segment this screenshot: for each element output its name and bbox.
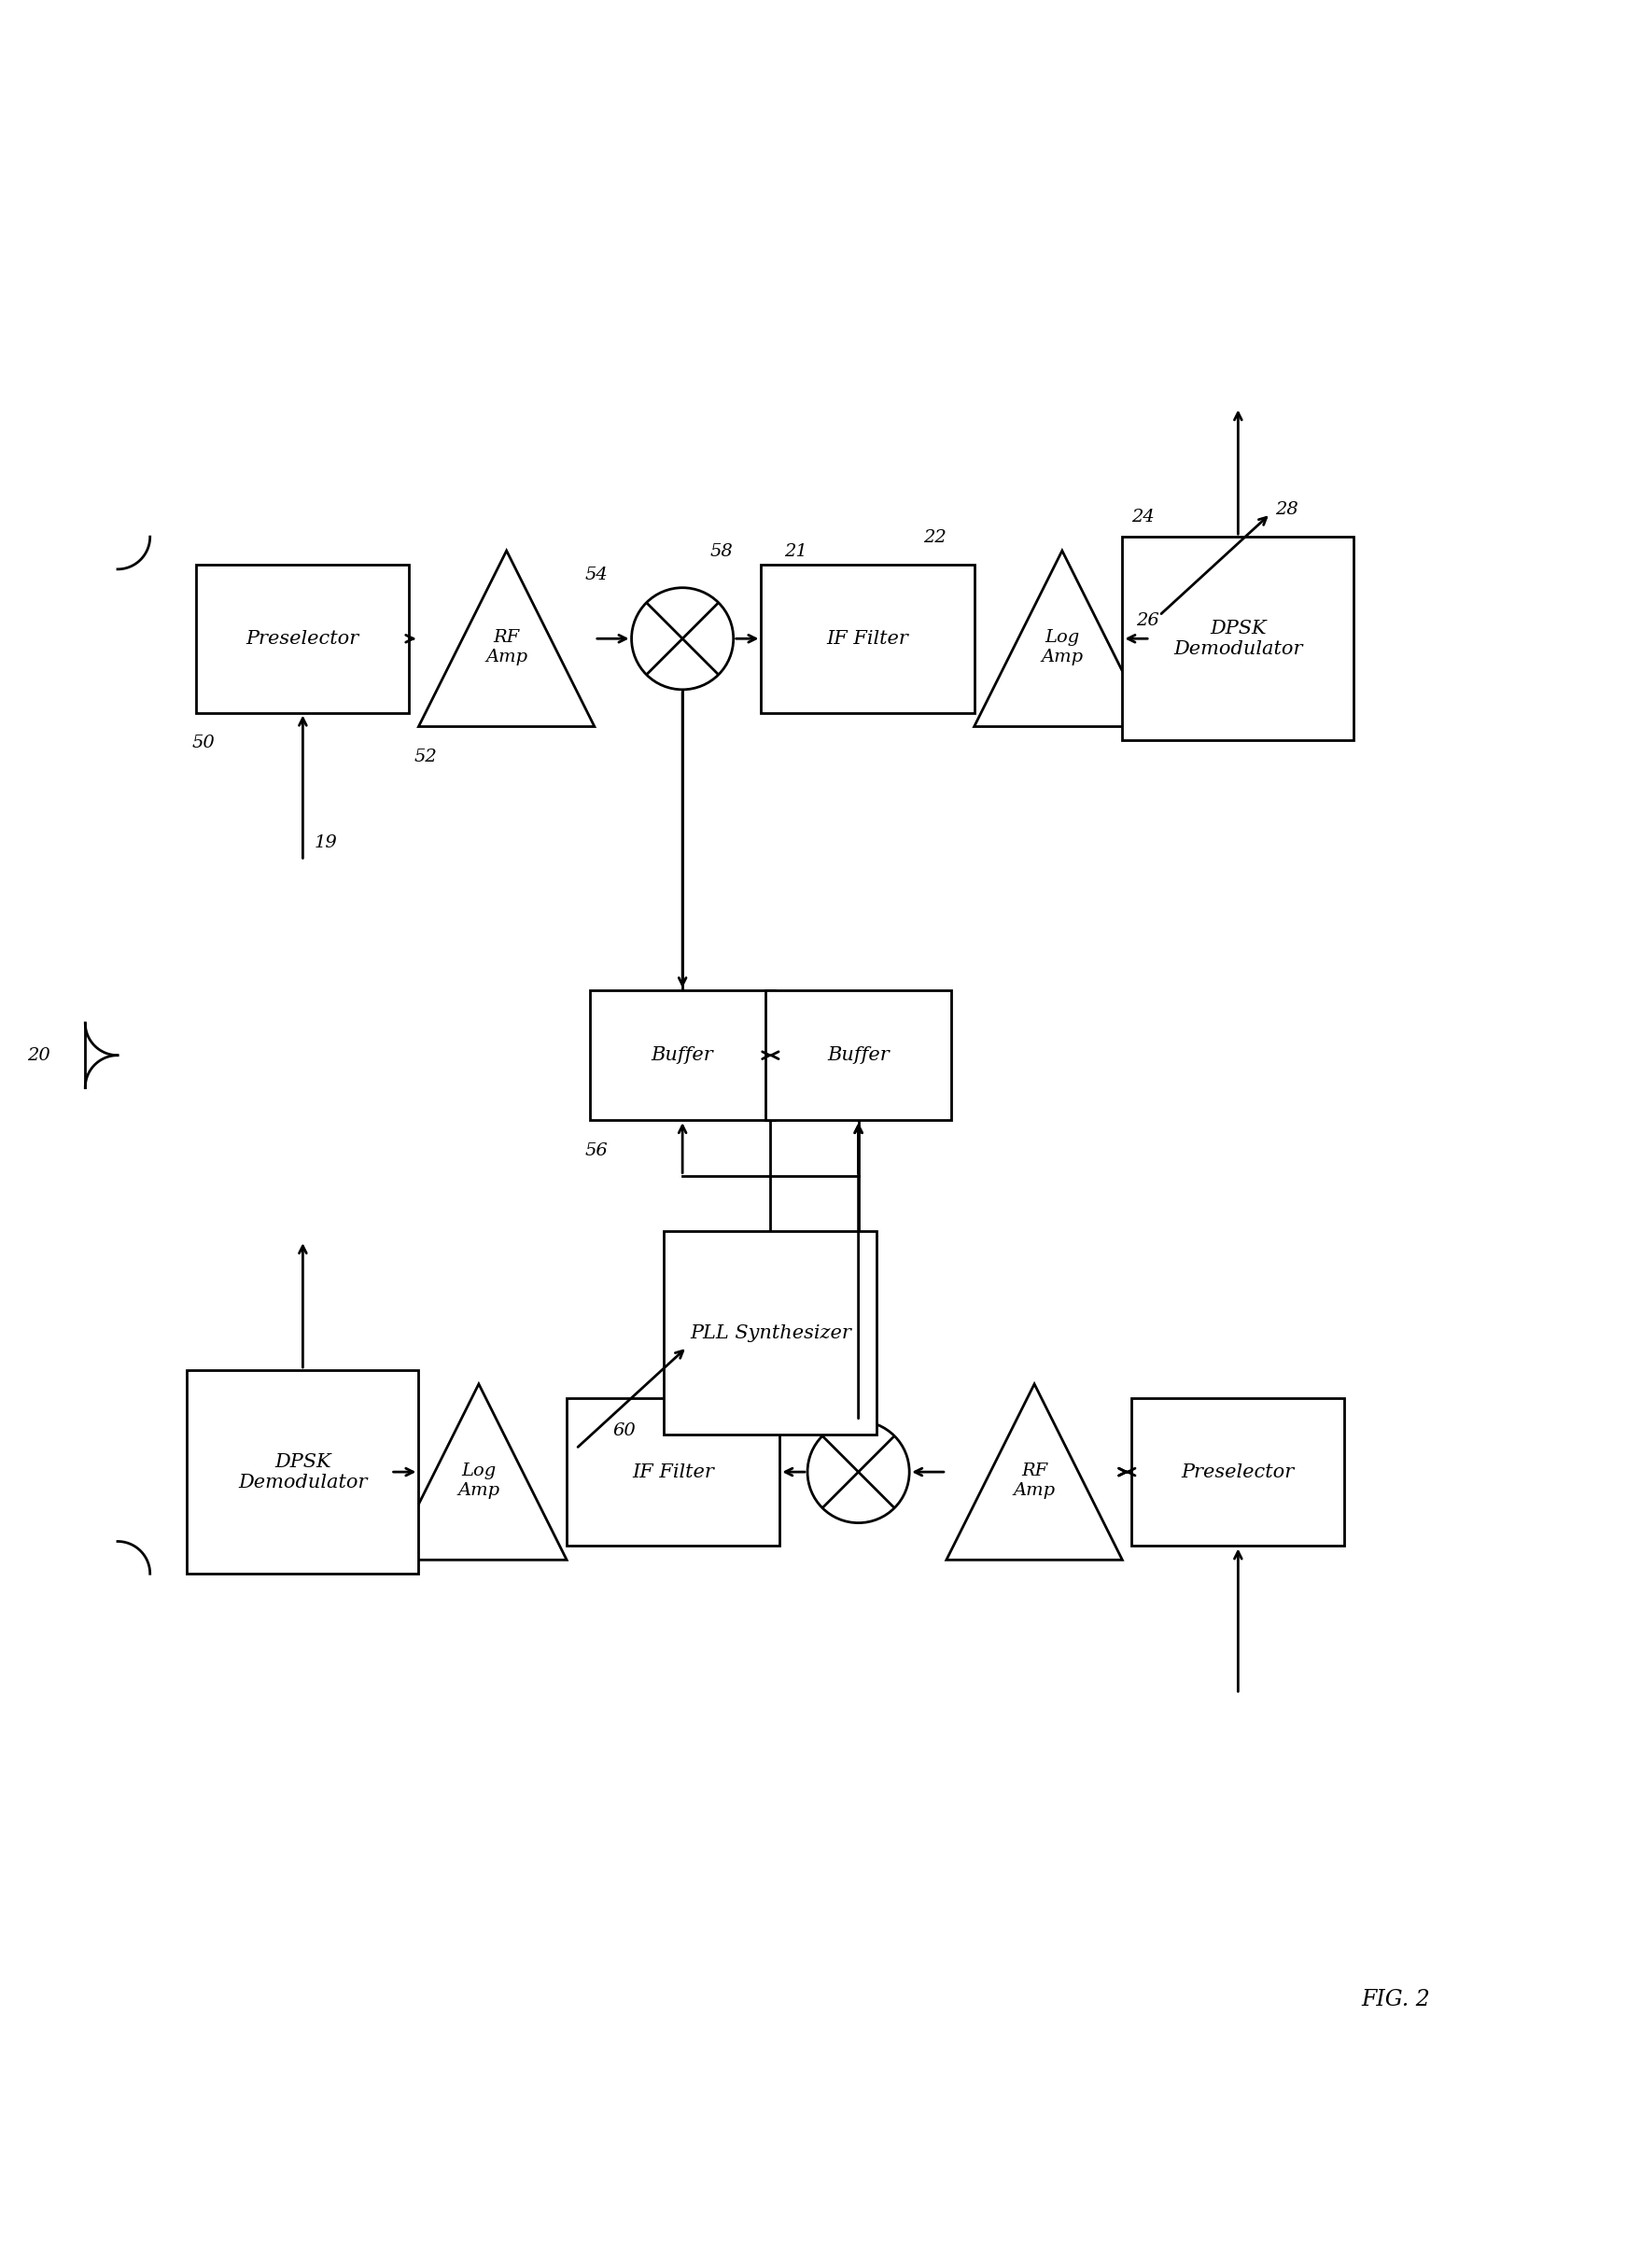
FancyBboxPatch shape xyxy=(187,1370,418,1574)
FancyBboxPatch shape xyxy=(1123,538,1354,739)
Text: FIG. 2: FIG. 2 xyxy=(1362,1989,1430,2009)
Polygon shape xyxy=(418,551,594,726)
Text: 60: 60 xyxy=(613,1422,636,1440)
FancyBboxPatch shape xyxy=(664,1232,877,1436)
Text: 21: 21 xyxy=(784,542,807,560)
Text: Buffer: Buffer xyxy=(651,1046,714,1064)
Text: 58: 58 xyxy=(711,542,734,560)
Polygon shape xyxy=(390,1383,566,1560)
Polygon shape xyxy=(975,551,1150,726)
FancyBboxPatch shape xyxy=(197,565,410,712)
Text: 26: 26 xyxy=(1136,612,1160,631)
Polygon shape xyxy=(947,1383,1123,1560)
Text: Buffer: Buffer xyxy=(827,1046,890,1064)
Text: IF Filter: IF Filter xyxy=(633,1463,714,1481)
Text: 50: 50 xyxy=(192,735,215,751)
Text: Log
Amp: Log Amp xyxy=(457,1463,499,1499)
Text: 20: 20 xyxy=(28,1048,50,1064)
Text: Preselector: Preselector xyxy=(246,631,360,646)
FancyBboxPatch shape xyxy=(1132,1397,1344,1547)
Text: 56: 56 xyxy=(586,1143,608,1159)
Text: 28: 28 xyxy=(1276,501,1298,519)
Text: 24: 24 xyxy=(1132,508,1155,526)
Text: 52: 52 xyxy=(413,748,438,767)
FancyBboxPatch shape xyxy=(761,565,975,712)
Text: Preselector: Preselector xyxy=(1181,1463,1295,1481)
Text: PLL Synthesizer: PLL Synthesizer xyxy=(690,1325,851,1343)
Text: RF
Amp: RF Amp xyxy=(1014,1463,1056,1499)
Text: 22: 22 xyxy=(923,528,947,547)
Circle shape xyxy=(807,1422,909,1522)
FancyBboxPatch shape xyxy=(591,991,774,1120)
FancyBboxPatch shape xyxy=(566,1397,779,1547)
Text: IF Filter: IF Filter xyxy=(827,631,909,646)
Text: DPSK
Demodulator: DPSK Demodulator xyxy=(238,1454,368,1490)
Text: RF
Amp: RF Amp xyxy=(485,628,527,665)
Circle shape xyxy=(631,587,734,689)
Text: Log
Amp: Log Amp xyxy=(1041,628,1084,665)
Text: 54: 54 xyxy=(586,567,608,583)
FancyBboxPatch shape xyxy=(766,991,952,1120)
Text: DPSK
Demodulator: DPSK Demodulator xyxy=(1173,619,1303,658)
Text: 19: 19 xyxy=(314,835,337,850)
